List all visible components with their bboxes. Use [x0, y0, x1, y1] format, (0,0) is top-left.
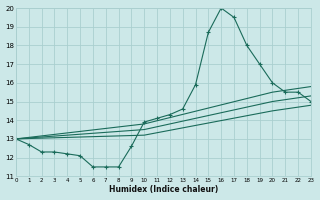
X-axis label: Humidex (Indice chaleur): Humidex (Indice chaleur) [109, 185, 218, 194]
